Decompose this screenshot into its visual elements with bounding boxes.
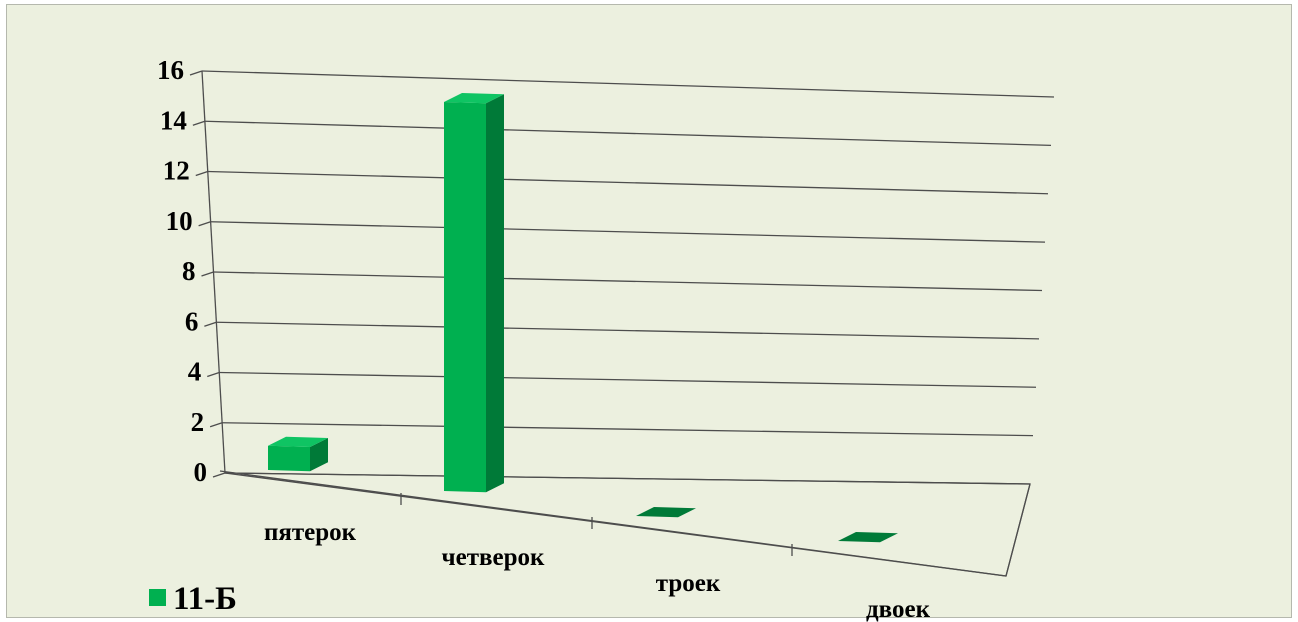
gridline: [219, 371, 1037, 388]
y-tick: [204, 321, 217, 327]
bar-top-face: [268, 436, 328, 447]
category-label: троек: [656, 570, 721, 597]
bar-side-face: [486, 94, 504, 493]
y-tick-label: 14: [160, 105, 187, 135]
bar-zero-slab: [838, 532, 898, 543]
y-tick: [209, 422, 223, 428]
category-label: двоек: [866, 596, 931, 622]
y-tick: [195, 170, 208, 177]
gridline: [216, 321, 1040, 340]
gridline: [201, 70, 1055, 98]
y-tick-label: 2: [191, 407, 205, 437]
gridline: [224, 472, 1031, 485]
gridline: [222, 422, 1034, 437]
y-tick: [201, 271, 214, 277]
bar-front-face: [444, 102, 486, 493]
legend-label: 11-Б: [173, 581, 237, 617]
gridline: [213, 271, 1043, 292]
y-tick-label: 8: [182, 256, 196, 286]
y-tick-label: 10: [166, 206, 193, 236]
y-tick-label: 16: [157, 55, 184, 85]
y-tick: [192, 120, 206, 126]
y-tick: [198, 221, 211, 227]
y-tick: [212, 472, 226, 478]
gridline: [207, 170, 1049, 195]
y-tick: [207, 371, 220, 378]
category-label: четверок: [442, 544, 545, 571]
bar-zero-slab: [636, 507, 696, 518]
bar-front-face: [268, 445, 310, 472]
y-tick-label: 6: [185, 306, 199, 336]
floor-right-edge: [1005, 483, 1031, 577]
y-tick: [189, 70, 203, 76]
y-tick-label: 0: [194, 457, 208, 487]
bar-top-face: [444, 93, 504, 104]
bar-side-face: [310, 437, 328, 472]
legend-swatch: [149, 589, 166, 606]
gridline: [204, 120, 1052, 147]
category-label: пятерок: [264, 519, 357, 546]
x-axis-line: [224, 472, 1007, 577]
y-tick-label: 4: [188, 357, 202, 387]
y-tick-label: 12: [163, 156, 190, 186]
gridline: [210, 221, 1046, 243]
